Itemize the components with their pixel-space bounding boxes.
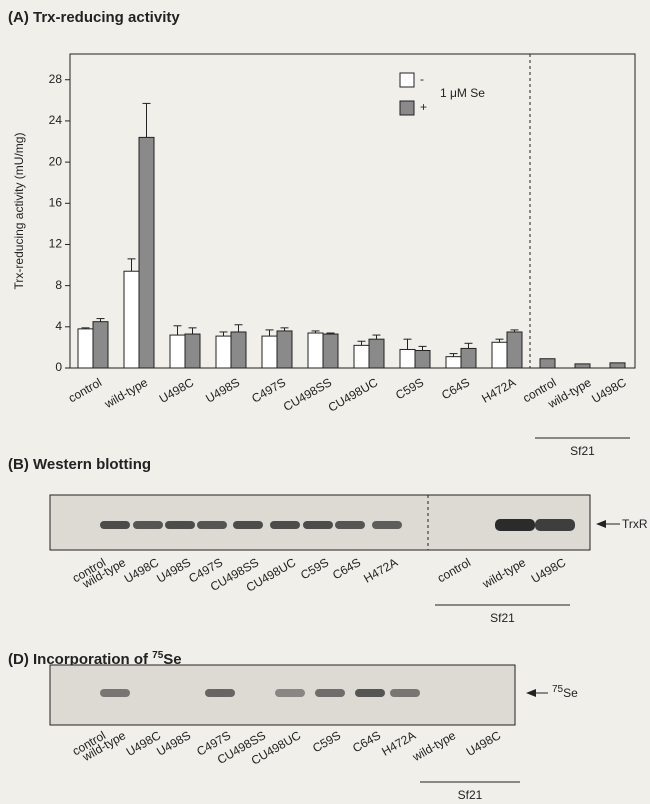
marker-text: Se	[563, 686, 578, 700]
y-tick-label: 28	[49, 72, 63, 86]
x-tick-label: CU498SS	[281, 375, 334, 414]
x-tick-label: C59S	[310, 728, 343, 755]
legend-label: +	[420, 100, 427, 114]
x-tick-label: C59S	[298, 555, 331, 582]
bar	[400, 349, 415, 368]
bar	[78, 329, 93, 368]
y-tick-label: 24	[49, 113, 63, 127]
bar	[93, 322, 108, 368]
bar	[124, 271, 139, 368]
bar	[540, 359, 555, 368]
x-tick-label: U498C	[157, 375, 197, 406]
group-label: Sf21	[458, 788, 483, 802]
x-tick-label: H472A	[361, 555, 400, 585]
y-tick-label: 16	[49, 195, 63, 209]
x-tick-label: C64S	[439, 375, 472, 402]
panel-b-title: (B) Western blotting	[8, 456, 151, 473]
group-label: Sf21	[490, 611, 515, 625]
bar	[354, 345, 369, 368]
x-tick-label: U498C	[122, 555, 162, 586]
band	[270, 521, 300, 529]
band	[165, 521, 195, 529]
x-tick-label: U498C	[529, 555, 569, 586]
band	[355, 689, 385, 697]
marker-label: TrxR	[622, 517, 648, 531]
bar	[507, 332, 522, 368]
group-label: Sf21	[570, 444, 595, 458]
arrow-head	[596, 520, 606, 528]
x-tick-label: U498S	[203, 375, 242, 405]
legend-swatch	[400, 73, 414, 87]
band	[495, 519, 535, 531]
band	[275, 689, 305, 697]
x-tick-label: wild-type	[409, 728, 458, 764]
plot-frame	[70, 54, 635, 368]
bar	[575, 364, 590, 368]
bar	[216, 336, 231, 368]
bar	[262, 336, 277, 368]
bar	[446, 357, 461, 368]
x-tick-label: CU498UC	[326, 375, 381, 415]
bar	[610, 363, 625, 368]
x-tick-label: U498S	[154, 555, 193, 585]
x-tick-label: C64S	[350, 728, 383, 755]
band	[390, 689, 420, 697]
bar	[415, 350, 430, 368]
band	[100, 521, 130, 529]
marker-sup: 75	[552, 684, 564, 695]
marker-label: 75Se	[552, 684, 578, 701]
legend-label: -	[420, 72, 424, 86]
title-sup: 75	[152, 650, 164, 661]
bar	[170, 335, 185, 368]
panel-a-title: (A) Trx-reducing activity	[8, 9, 180, 26]
x-tick-label: control	[435, 555, 473, 585]
bar	[323, 334, 338, 368]
y-tick-label: 0	[55, 360, 62, 374]
y-axis-label: Trx-reducing activity (mU/mg)	[12, 133, 26, 290]
band	[100, 689, 130, 697]
y-tick-label: 12	[49, 237, 63, 251]
band	[335, 521, 365, 529]
band	[233, 521, 263, 529]
x-tick-label: C59S	[393, 375, 426, 402]
y-tick-label: 8	[55, 278, 62, 292]
figure: (A) Trx-reducing activity (B) Western bl…	[0, 0, 650, 804]
band	[303, 521, 333, 529]
bar	[185, 334, 200, 368]
x-tick-label: wild-type	[101, 375, 150, 411]
bar	[492, 342, 507, 368]
x-tick-label: U498C	[124, 728, 164, 759]
band	[535, 519, 575, 531]
bar	[461, 348, 476, 368]
legend-swatch	[400, 101, 414, 115]
bar	[139, 137, 154, 368]
y-tick-label: 20	[49, 154, 63, 168]
band	[372, 521, 402, 529]
bar	[308, 333, 323, 368]
band	[133, 521, 163, 529]
y-tick-label: 4	[55, 319, 62, 333]
bar	[277, 331, 292, 368]
band	[197, 521, 227, 529]
x-tick-label: U498S	[154, 728, 193, 758]
x-tick-label: H472A	[479, 375, 518, 405]
band	[315, 689, 345, 697]
x-tick-label: control	[66, 375, 104, 405]
bar	[231, 332, 246, 368]
x-tick-label: U498C	[464, 728, 504, 759]
x-tick-label: U498C	[589, 375, 629, 406]
x-tick-label: C64S	[330, 555, 363, 582]
band	[205, 689, 235, 697]
legend-title: 1 μM Se	[440, 86, 485, 100]
x-tick-label: wild-type	[479, 555, 528, 591]
arrow-head	[526, 689, 536, 697]
bar	[369, 339, 384, 368]
